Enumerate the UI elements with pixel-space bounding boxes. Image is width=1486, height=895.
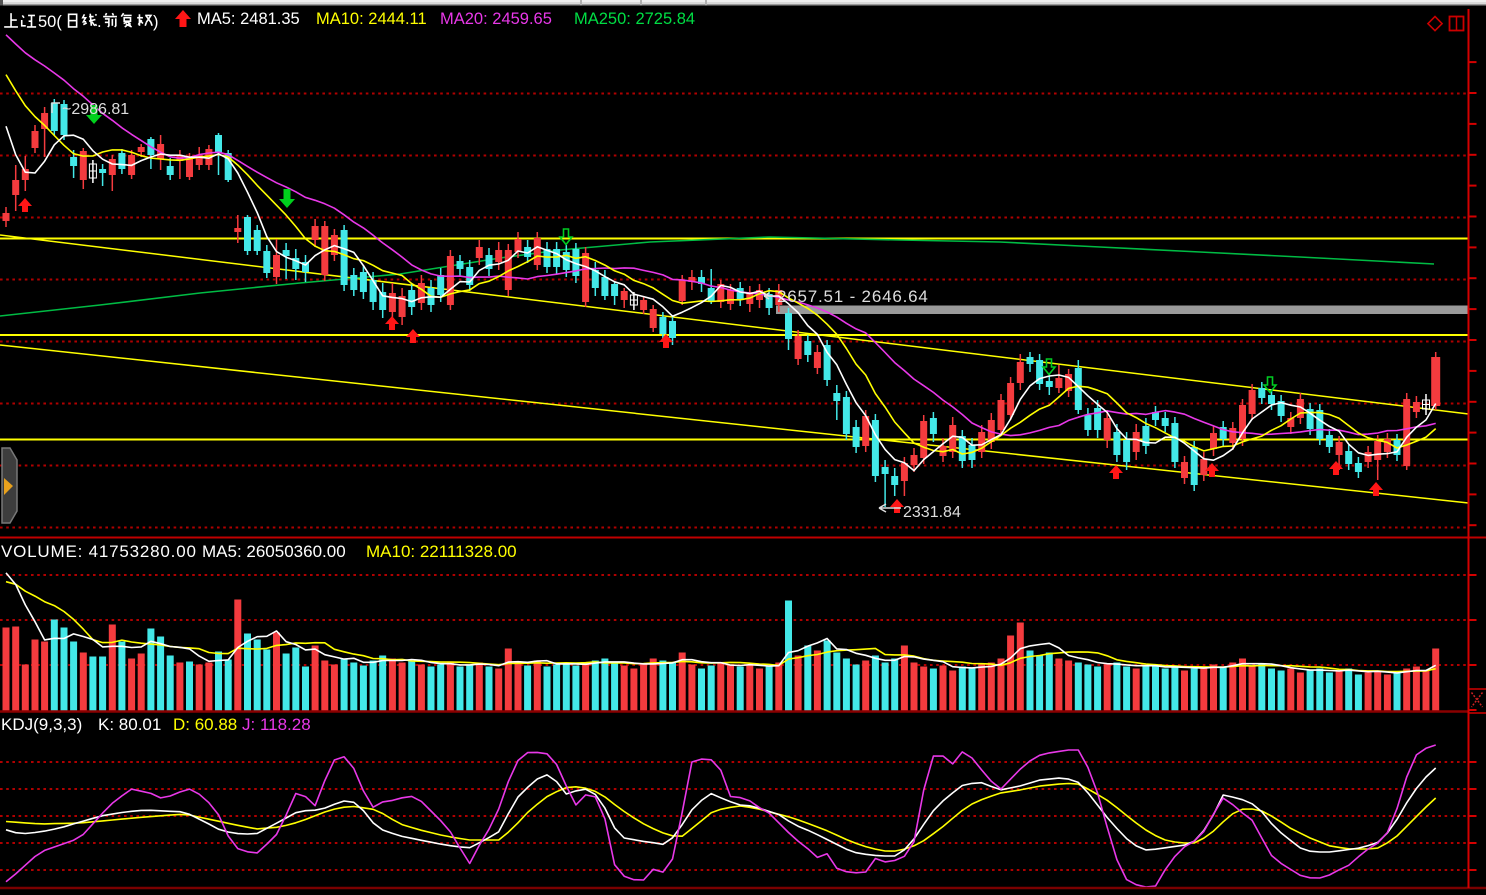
svg-text:J: 118.28: J: 118.28	[242, 715, 311, 734]
svg-text:50(: 50(	[38, 13, 62, 31]
svg-text:MA10: 2444.11: MA10: 2444.11	[316, 10, 427, 28]
svg-text:MA20: 2459.65: MA20: 2459.65	[440, 10, 552, 28]
svg-text:D: 60.88: D: 60.88	[173, 715, 237, 734]
svg-text:KDJ(9,3,3): KDJ(9,3,3)	[1, 715, 82, 734]
svg-text:2657.51 - 2646.64: 2657.51 - 2646.64	[777, 287, 929, 306]
svg-text:2331.84: 2331.84	[903, 504, 961, 521]
svg-text:MA250: 2725.84: MA250: 2725.84	[574, 10, 695, 28]
svg-text:.: .	[97, 13, 102, 31]
svg-text:K: 80.01: K: 80.01	[98, 715, 161, 734]
svg-text:~2986.81: ~2986.81	[62, 101, 129, 118]
svg-text:MA5: 2481.35: MA5: 2481.35	[197, 10, 300, 28]
svg-text:MA10: 22111328.00: MA10: 22111328.00	[366, 542, 517, 561]
svg-text:MA5: 26050360.00: MA5: 26050360.00	[202, 542, 346, 561]
svg-text:VOLUME: 41753280.00: VOLUME: 41753280.00	[1, 542, 197, 561]
svg-text:): )	[153, 13, 159, 31]
